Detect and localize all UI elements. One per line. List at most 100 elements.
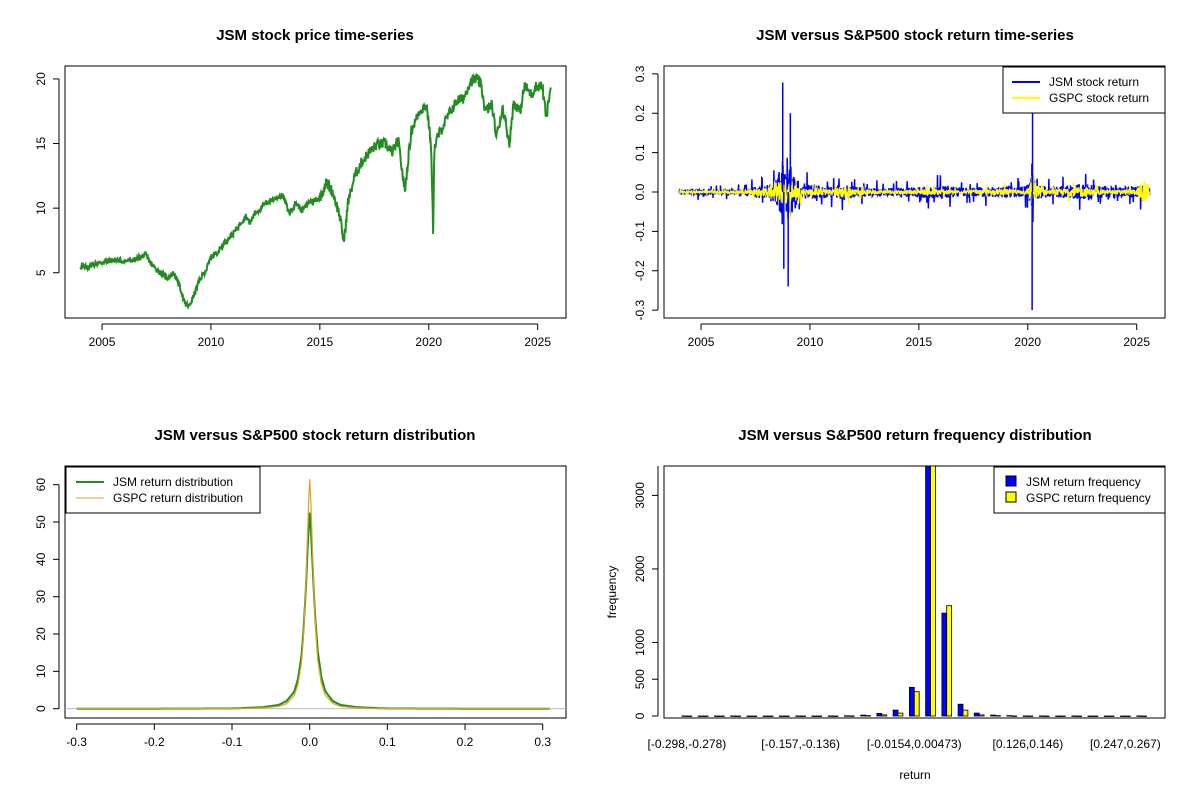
- frequency-bars-group: [681, 465, 1147, 717]
- freq-bar-gspc: [1076, 715, 1082, 717]
- plot-box-density: [64, 465, 567, 719]
- freq-bar-jsm: [697, 715, 704, 717]
- chart-title-density: JSM versus S&P500 stock return distribut…: [155, 427, 476, 444]
- freq-bar-gspc: [1141, 715, 1147, 717]
- returns-y-tick-label: -0.3: [633, 299, 647, 320]
- returns-legend: JSM stock return GSPC stock return: [1002, 66, 1166, 114]
- frequency-legend: JSM return frequency GSPC return frequen…: [993, 466, 1166, 514]
- returns-x-tick-label: 2015: [906, 335, 933, 349]
- returns-y-tick-label: 0.1: [633, 144, 647, 161]
- price-series-group: [79, 72, 552, 311]
- price-x-tick-label: 2005: [89, 335, 116, 349]
- freq-bar-jsm: [1120, 715, 1126, 717]
- density-y-tick-label: 40: [34, 552, 48, 566]
- freq-bar-jsm: [762, 715, 769, 717]
- freq-y-tick-label: 500: [633, 669, 647, 689]
- density-x-tick-label: -0.3: [66, 735, 87, 749]
- freq-bar-gspc: [702, 715, 709, 717]
- legend-swatch-gspc-freq: [1005, 491, 1017, 503]
- freq-bar-gspc: [1043, 715, 1050, 717]
- return-line-gspc: [678, 173, 1151, 221]
- density-legend: JSM return distribution GSPC return dist…: [65, 466, 261, 514]
- freq-x-tick-label: [-0.298,-0.278): [648, 737, 727, 751]
- freq-bar-gspc: [865, 715, 871, 717]
- freq-bar-gspc: [995, 715, 1001, 717]
- freq-bar-gspc: [978, 714, 985, 717]
- freq-bar-gspc: [735, 715, 741, 717]
- freq-bar-jsm: [990, 714, 996, 717]
- price-y-tick-label: 20: [34, 72, 48, 86]
- legend-label-jsm-return: JSM stock return: [1049, 75, 1139, 89]
- legend-box: [1002, 66, 1166, 114]
- returns-x-tick-label: 2005: [688, 335, 715, 349]
- freq-bar-jsm: [892, 709, 899, 717]
- density-x-tick-label: 0.2: [457, 735, 474, 749]
- freq-bar-jsm: [925, 465, 931, 717]
- returns-y-tick-label: 0.2: [633, 105, 647, 122]
- freq-bar-gspc: [816, 715, 823, 717]
- returns-x-tick-label: 2010: [797, 335, 824, 349]
- freq-bar-gspc: [881, 714, 888, 717]
- freq-bar-jsm: [957, 703, 964, 717]
- freq-bar-jsm: [730, 715, 737, 717]
- density-y-tick-label: 30: [34, 590, 48, 604]
- legend-label-jsm-density: JSM return distribution: [113, 475, 233, 489]
- freq-y-tick-label: 2000: [633, 555, 647, 582]
- chart-title-frequency: JSM versus S&P500 return frequency distr…: [738, 427, 1091, 444]
- density-x-tick-label: -0.2: [144, 735, 165, 749]
- returns-axes: 2005 2010 2015 2020 2025 -0.3 -0.2 -0.1 0.0 0.1 0.…: [633, 65, 1150, 349]
- freq-bar-jsm: [746, 715, 753, 717]
- freq-bar-jsm: [681, 715, 688, 717]
- price-line-jsm: [79, 72, 552, 311]
- freq-bar-jsm: [779, 715, 785, 717]
- price-y-tick-label: 10: [34, 201, 48, 215]
- freq-bar-jsm: [795, 715, 802, 717]
- density-x-tick-label: 0.1: [379, 735, 396, 749]
- freq-bar-jsm: [1136, 715, 1143, 717]
- freq-bar-jsm: [1055, 715, 1061, 717]
- freq-bar-gspc: [1125, 715, 1131, 717]
- freq-y-tick-label: 0: [633, 712, 647, 719]
- price-axes: 2005 2010 2015 2020 2025 5 10 15 20: [34, 72, 551, 349]
- freq-bar-gspc: [719, 715, 725, 717]
- freq-bar-jsm: [1103, 715, 1110, 717]
- freq-bar-gspc: [1060, 715, 1066, 717]
- plot-box-price: [64, 65, 567, 319]
- density-y-tick-label: 50: [34, 515, 48, 529]
- panel-frequency: JSM versus S&P500 return frequency distr…: [605, 427, 1166, 782]
- freq-bar-gspc: [848, 715, 855, 717]
- freq-y-tick-label: 1000: [633, 629, 647, 656]
- freq-bar-jsm: [941, 612, 948, 717]
- freq-bar-gspc: [930, 465, 936, 717]
- returns-series-group: [678, 82, 1151, 311]
- price-x-tick-label: 2025: [524, 335, 551, 349]
- density-series-group: [65, 479, 566, 710]
- price-x-tick-label: 2020: [415, 335, 442, 349]
- freq-x-tick-label: [0.247,0.267): [1090, 737, 1161, 751]
- freq-bar-jsm: [860, 714, 867, 717]
- freq-bar-gspc: [1108, 715, 1115, 717]
- freq-bar-jsm: [844, 715, 850, 717]
- legend-label-gspc-freq: GSPC return frequency: [1026, 491, 1151, 505]
- density-x-tick-label: 0.3: [534, 735, 551, 749]
- freq-x-tick-label: [0.126,0.146): [993, 737, 1064, 751]
- freq-bar-gspc: [1092, 715, 1099, 717]
- density-line-jsm: [76, 512, 550, 710]
- price-y-tick-label: 5: [34, 269, 48, 276]
- panel-price: JSM stock price time-series 2005 2010 2015…: [34, 27, 567, 349]
- frequency-axes: 0 500 1000 2000 3000 [-0.298,-0.278) [-0.157,-…: [633, 466, 1161, 751]
- freq-bar-jsm: [1006, 715, 1013, 717]
- legend-label-jsm-freq: JSM return frequency: [1026, 475, 1141, 489]
- freq-y-tick-label: 3000: [633, 482, 647, 509]
- plot-box-returns: [663, 65, 1166, 319]
- freq-bar-jsm: [1038, 715, 1045, 717]
- legend-label-gspc-return: GSPC stock return: [1049, 91, 1149, 105]
- chart-title-returns: JSM versus S&P500 stock return time-seri…: [756, 27, 1074, 44]
- freq-bar-gspc: [1011, 715, 1018, 717]
- freq-bar-jsm: [811, 715, 818, 717]
- returns-y-tick-label: 0.0: [633, 183, 647, 200]
- x-axis-label-return: return: [899, 768, 930, 782]
- freq-bar-gspc: [1027, 715, 1034, 717]
- freq-bar-gspc: [686, 715, 693, 717]
- density-axes: -0.3 -0.2 -0.1 0.0 0.1 0.2 0.3 0 10 20 30 40 50 60: [34, 478, 551, 749]
